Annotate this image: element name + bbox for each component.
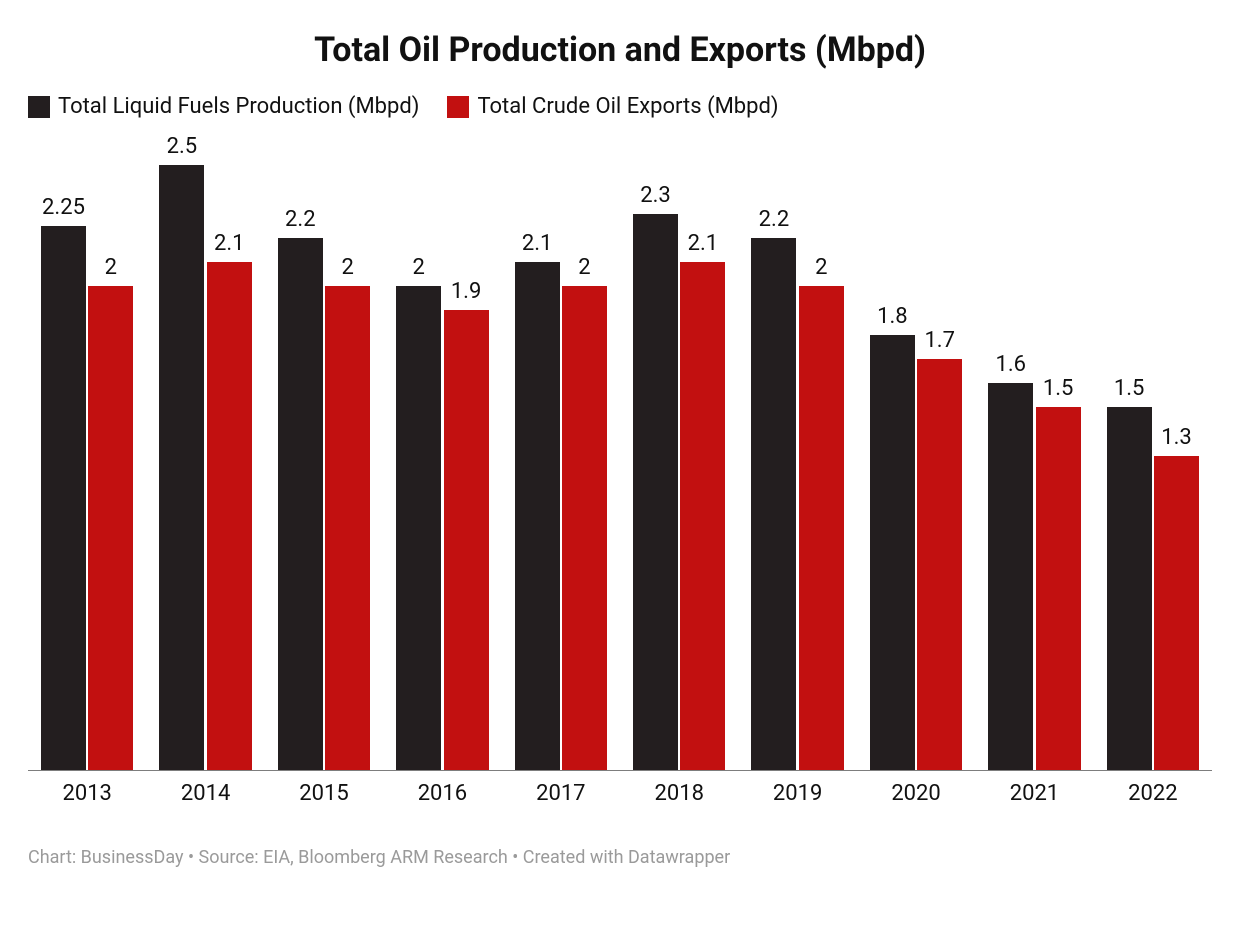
x-axis-label: 2021: [975, 771, 1093, 819]
bar-value-label: 1.3: [1154, 425, 1199, 450]
chart-plot-inner: 2.2522.52.12.2221.92.122.32.12.221.81.71…: [28, 129, 1212, 771]
bar-value-label: 1.7: [917, 328, 962, 353]
chart-x-axis-labels: 2013201420152016201720182019202020212022: [28, 771, 1212, 819]
bar-value-label: 2.1: [207, 231, 252, 256]
bar-production: 1.5: [1107, 407, 1152, 770]
bar-exports: 2: [562, 286, 607, 770]
legend-label-exports: Total Crude Oil Exports (Mbpd): [477, 94, 778, 119]
bar-value-label: 1.5: [1107, 376, 1152, 401]
chart-plot: 2.2522.52.12.2221.92.122.32.12.221.81.71…: [28, 129, 1212, 819]
bar-production: 2.5: [159, 165, 204, 770]
bar-exports: 2: [325, 286, 370, 770]
bar-production: 2.3: [633, 214, 678, 770]
x-axis-label: 2014: [146, 771, 264, 819]
bar-exports: 2: [799, 286, 844, 770]
legend-item-production: Total Liquid Fuels Production (Mbpd): [28, 94, 419, 119]
bar-exports: 1.7: [917, 359, 962, 770]
x-axis-label: 2013: [28, 771, 146, 819]
bar-value-label: 2.5: [159, 134, 204, 159]
bar-group: 2.22: [738, 129, 856, 770]
bar-production: 2.25: [41, 226, 86, 770]
bar-exports: 1.3: [1154, 456, 1199, 770]
bar-group: 2.32.1: [620, 129, 738, 770]
legend-swatch-exports-icon: [447, 96, 469, 118]
bar-exports: 1.9: [444, 310, 489, 770]
bar-value-label: 2.1: [515, 231, 560, 256]
bar-production: 2.2: [751, 238, 796, 770]
bar-value-label: 1.9: [444, 279, 489, 304]
x-axis-label: 2017: [502, 771, 620, 819]
bar-group: 1.51.3: [1094, 129, 1212, 770]
bar-exports: 2: [88, 286, 133, 770]
bar-value-label: 2: [325, 255, 370, 280]
chart-bar-groups: 2.2522.52.12.2221.92.122.32.12.221.81.71…: [28, 129, 1212, 770]
chart-legend: Total Liquid Fuels Production (Mbpd) Tot…: [28, 94, 1212, 119]
x-axis-label: 2020: [857, 771, 975, 819]
bar-production: 2.1: [515, 262, 560, 770]
bar-exports: 2.1: [207, 262, 252, 770]
bar-value-label: 1.8: [870, 304, 915, 329]
bar-value-label: 2.2: [278, 207, 323, 232]
legend-item-exports: Total Crude Oil Exports (Mbpd): [447, 94, 778, 119]
bar-production: 2: [396, 286, 441, 770]
bar-group: 21.9: [383, 129, 501, 770]
bar-value-label: 1.5: [1036, 376, 1081, 401]
bar-group: 2.12: [502, 129, 620, 770]
bar-value-label: 2: [562, 255, 607, 280]
bar-value-label: 2.3: [633, 183, 678, 208]
bar-production: 2.2: [278, 238, 323, 770]
chart-title: Total Oil Production and Exports (Mbpd): [28, 30, 1212, 70]
bar-group: 2.22: [265, 129, 383, 770]
bar-production: 1.8: [870, 335, 915, 770]
chart-container: Total Oil Production and Exports (Mbpd) …: [0, 0, 1240, 934]
bar-group: 1.81.7: [857, 129, 975, 770]
legend-label-production: Total Liquid Fuels Production (Mbpd): [58, 94, 419, 119]
bar-group: 1.61.5: [975, 129, 1093, 770]
bar-exports: 2.1: [680, 262, 725, 770]
x-axis-label: 2022: [1094, 771, 1212, 819]
x-axis-label: 2018: [620, 771, 738, 819]
x-axis-label: 2019: [738, 771, 856, 819]
bar-value-label: 2.1: [680, 231, 725, 256]
bar-value-label: 2.2: [751, 207, 796, 232]
bar-group: 2.52.1: [146, 129, 264, 770]
bar-exports: 1.5: [1036, 407, 1081, 770]
bar-value-label: 2.25: [41, 195, 86, 220]
bar-group: 2.252: [28, 129, 146, 770]
x-axis-label: 2015: [265, 771, 383, 819]
x-axis-label: 2016: [383, 771, 501, 819]
bar-value-label: 2: [396, 255, 441, 280]
legend-swatch-production-icon: [28, 96, 50, 118]
bar-value-label: 1.6: [988, 352, 1033, 377]
bar-value-label: 2: [799, 255, 844, 280]
bar-production: 1.6: [988, 383, 1033, 770]
chart-footer: Chart: BusinessDay • Source: EIA, Bloomb…: [28, 847, 1212, 868]
bar-value-label: 2: [88, 255, 133, 280]
